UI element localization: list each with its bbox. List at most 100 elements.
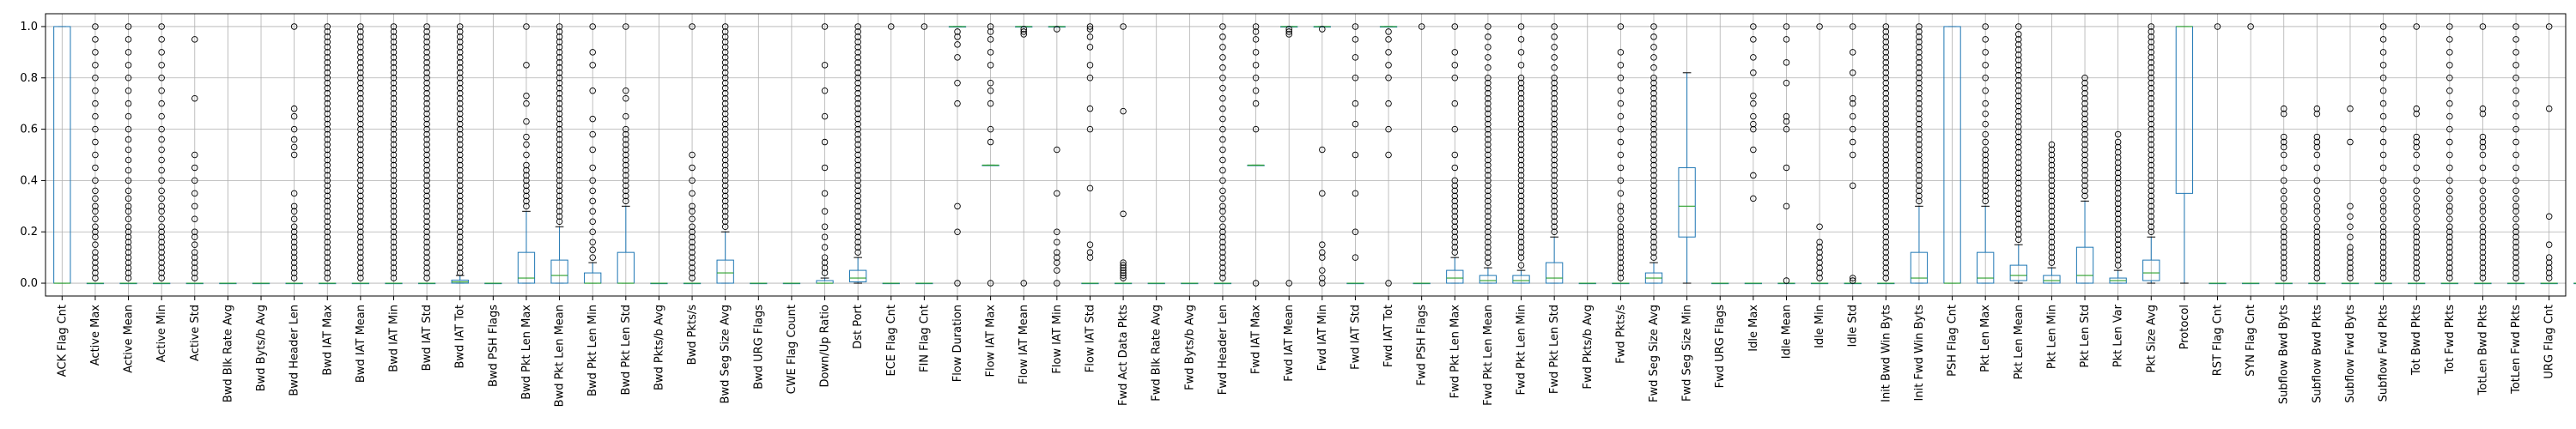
- outlier-point: [721, 125, 729, 133]
- outlier-point: [2015, 77, 2022, 84]
- box-group: [2440, 23, 2458, 285]
- outlier-point: [2413, 143, 2420, 151]
- outlier-point: [290, 143, 298, 151]
- outlier-point: [556, 28, 563, 35]
- outlier-point: [1882, 115, 1890, 123]
- outlier-point: [125, 249, 132, 256]
- category-label: Pkt Size Avg: [2145, 305, 2158, 373]
- outlier-point: [423, 259, 430, 266]
- category-label: RST Flag Cnt: [2212, 305, 2225, 376]
- category-label: Flow IAT Min: [1051, 305, 1064, 374]
- outlier-point: [390, 23, 398, 30]
- outlier-point: [2081, 151, 2088, 159]
- outlier-point: [1551, 136, 1558, 143]
- outlier-point: [1485, 249, 1492, 256]
- box-group: [2374, 23, 2392, 285]
- outlier-point: [854, 172, 861, 179]
- outlier-point: [158, 239, 165, 245]
- outlier-point: [1849, 275, 1856, 281]
- outlier-point: [2479, 110, 2487, 118]
- outlier-point: [1849, 94, 1856, 102]
- outlier-point: [1219, 64, 1226, 71]
- outlier-point: [2313, 223, 2321, 230]
- outlier-point: [158, 195, 165, 202]
- outlier-point: [357, 69, 364, 76]
- outlier-point: [1650, 218, 1657, 226]
- outlier-point: [2015, 164, 2022, 172]
- outlier-point: [324, 23, 331, 30]
- outlier-point: [2148, 136, 2155, 143]
- outlier-point: [324, 269, 331, 276]
- outlier-point: [125, 136, 132, 143]
- box-group: [584, 23, 602, 284]
- outlier-point: [390, 120, 398, 128]
- outlier-point: [1617, 87, 1625, 94]
- outlier-point: [623, 125, 629, 133]
- outlier-point: [1451, 164, 1459, 172]
- outlier-point: [556, 192, 563, 200]
- outlier-point: [324, 100, 331, 107]
- outlier-point: [1252, 62, 1260, 69]
- outlier-point: [1551, 100, 1558, 107]
- y-tick-label: 0.6: [20, 124, 38, 136]
- outlier-point: [721, 166, 729, 174]
- outlier-point: [290, 269, 298, 276]
- outlier-point: [125, 264, 132, 271]
- outlier-point: [1252, 75, 1260, 82]
- outlier-point: [2280, 259, 2287, 266]
- outlier-point: [2081, 141, 2088, 148]
- outlier-point: [854, 59, 861, 66]
- outlier-point: [1517, 62, 1525, 69]
- outlier-point: [357, 202, 364, 210]
- outlier-point: [523, 92, 530, 100]
- outlier-point: [1750, 172, 1757, 179]
- outlier-point: [721, 223, 729, 230]
- outlier-point: [854, 177, 861, 184]
- outlier-point: [2148, 228, 2155, 235]
- outlier-point: [2048, 172, 2056, 179]
- outlier-point: [2148, 39, 2155, 45]
- category-label: SYN Flag Cnt: [2245, 305, 2257, 377]
- outlier-point: [1352, 54, 1359, 61]
- box-group: [1943, 26, 1961, 284]
- outlier-point: [357, 208, 364, 215]
- outlier-point: [2280, 249, 2287, 256]
- outlier-point: [357, 105, 364, 112]
- outlier-point: [2114, 138, 2122, 146]
- outlier-point: [92, 49, 99, 56]
- iqr-box: [2142, 259, 2160, 281]
- outlier-point: [1882, 244, 1890, 251]
- outlier-point: [125, 233, 132, 240]
- outlier-point: [2148, 218, 2155, 226]
- outlier-point: [556, 208, 563, 215]
- outlier-point: [1451, 239, 1459, 245]
- outlier-point: [324, 156, 331, 164]
- box-group: [2308, 105, 2326, 285]
- outlier-point: [1916, 64, 1923, 71]
- category-label: Bwd Pkts/s: [686, 305, 699, 366]
- outlier-point: [523, 133, 530, 141]
- outlier-point: [2347, 269, 2354, 276]
- outlier-point: [1551, 192, 1558, 200]
- outlier-point: [1617, 177, 1625, 184]
- outlier-point: [1485, 84, 1492, 92]
- outlier-point: [456, 161, 464, 169]
- outlier-point: [1982, 197, 1989, 205]
- outlier-point: [423, 69, 430, 76]
- outlier-point: [2379, 112, 2387, 120]
- outlier-point: [2446, 239, 2453, 245]
- outlier-point: [1517, 218, 1525, 226]
- outlier-point: [2280, 202, 2287, 210]
- outlier-point: [689, 239, 696, 245]
- outlier-point: [1849, 138, 1856, 146]
- iqr-box: [1977, 251, 1995, 284]
- outlier-point: [721, 39, 729, 45]
- box-group: [1877, 23, 1895, 285]
- outlier-point: [2114, 257, 2122, 263]
- outlier-point: [324, 39, 331, 45]
- outlier-point: [2446, 49, 2453, 56]
- outlier-point: [1120, 275, 1127, 281]
- outlier-point: [821, 112, 829, 120]
- outlier-point: [1352, 36, 1359, 43]
- outlier-point: [2081, 177, 2088, 184]
